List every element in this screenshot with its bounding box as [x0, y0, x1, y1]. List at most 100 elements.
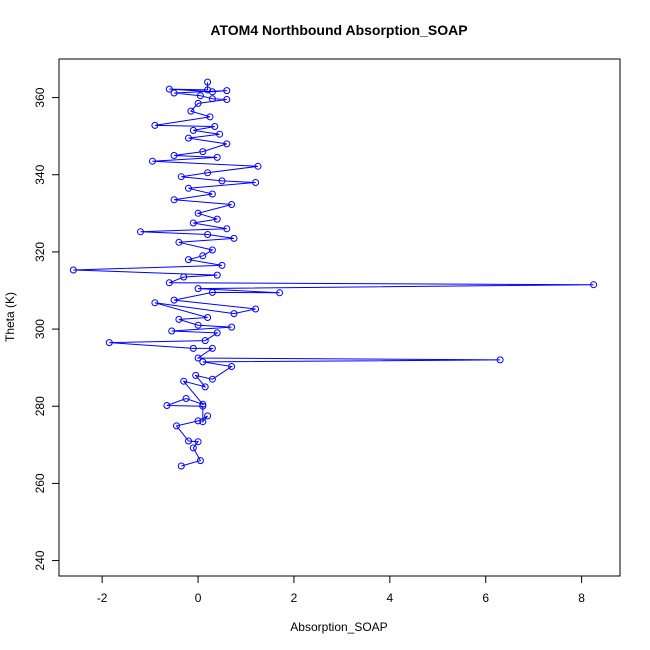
data-point [180, 377, 188, 385]
data-point [208, 88, 216, 96]
data-point [199, 418, 207, 426]
data-point [228, 323, 236, 331]
x-tick-label: 6 [482, 591, 489, 605]
data-point [204, 231, 212, 238]
data-point [173, 422, 180, 430]
y-tick-label: 240 [33, 550, 47, 570]
data-point [165, 279, 173, 287]
data-point [149, 157, 156, 165]
y-tick-label: 300 [33, 319, 47, 339]
data-point [192, 371, 200, 379]
data-point [252, 179, 260, 186]
data-point [223, 140, 231, 148]
data-point [254, 162, 262, 170]
x-axis-title: Absorption_SOAP [290, 620, 387, 634]
data-point [276, 289, 284, 297]
y-axis-title: Theta (K) [3, 292, 17, 342]
data-point [177, 462, 185, 470]
data-point [194, 285, 202, 293]
data-point [208, 246, 216, 254]
data-point [163, 402, 171, 409]
data-point [213, 271, 221, 279]
chart-title: ATOM4 Northbound Absorption_SOAP [210, 22, 467, 38]
data-point [165, 85, 173, 93]
data-point [223, 96, 231, 103]
data-point [194, 99, 202, 107]
data-point [168, 327, 176, 335]
data-point [228, 201, 236, 208]
data-point [170, 296, 178, 304]
data-point [199, 400, 207, 408]
data-point [223, 87, 231, 95]
data-point [208, 344, 216, 352]
data-point [105, 339, 113, 347]
data-point [151, 121, 159, 129]
data-point [185, 437, 192, 445]
data-point [206, 113, 214, 121]
data-point [590, 281, 598, 289]
y-axis: 240 260 280 300 320 340 360 [33, 87, 60, 571]
data-point [194, 438, 202, 446]
data-point [218, 261, 226, 269]
data-point [208, 190, 216, 198]
data-point [204, 86, 212, 94]
data-point [204, 314, 212, 321]
series-line [73, 82, 594, 467]
y-tick-label: 320 [33, 242, 47, 262]
data-point [208, 288, 216, 296]
x-tick-label: 0 [195, 591, 202, 605]
data-point [185, 256, 192, 264]
data-point [182, 395, 190, 402]
x-tick-label: -2 [97, 591, 108, 605]
y-tick-label: 360 [33, 87, 47, 107]
data-point [170, 89, 178, 97]
data-point [194, 321, 202, 329]
data-point [204, 78, 212, 86]
y-tick-label: 280 [33, 396, 47, 416]
data-point [189, 126, 197, 134]
data-point [170, 152, 178, 159]
data-point [189, 219, 197, 227]
data-point [496, 356, 504, 364]
data-point [187, 107, 195, 115]
data-point [175, 238, 183, 246]
data-point [185, 184, 192, 192]
data-point [177, 173, 185, 181]
data-point [208, 375, 216, 383]
data-point [201, 337, 209, 345]
data-point [189, 444, 197, 452]
data-point [230, 234, 238, 242]
data-point [199, 402, 207, 410]
x-axis: -2 0 2 4 6 8 [97, 575, 585, 605]
data-point [175, 315, 183, 323]
y-tick-label: 260 [33, 473, 47, 493]
data-point [180, 273, 188, 281]
plot-frame [58, 58, 621, 577]
data-point [151, 299, 159, 307]
data-point [216, 130, 224, 138]
data-point [213, 329, 221, 337]
data-point [194, 354, 202, 362]
y-tick-label: 340 [33, 164, 47, 184]
data-point [199, 358, 207, 366]
data-point [213, 215, 221, 223]
data-point [199, 148, 207, 156]
data-point [208, 95, 216, 103]
x-tick-label: 2 [291, 591, 298, 605]
data-point [201, 383, 209, 391]
data-point [189, 344, 197, 352]
data-point [230, 310, 238, 318]
data-point [211, 123, 219, 130]
data-point [194, 209, 202, 217]
data-point [185, 134, 192, 142]
x-tick-label: 8 [578, 591, 585, 605]
data-point [228, 363, 236, 370]
data-point [223, 225, 231, 233]
plot-series [69, 78, 598, 470]
data-point [69, 266, 77, 274]
data-point [196, 92, 204, 100]
data-point [204, 169, 212, 177]
data-point [137, 228, 144, 236]
data-point [196, 457, 204, 465]
